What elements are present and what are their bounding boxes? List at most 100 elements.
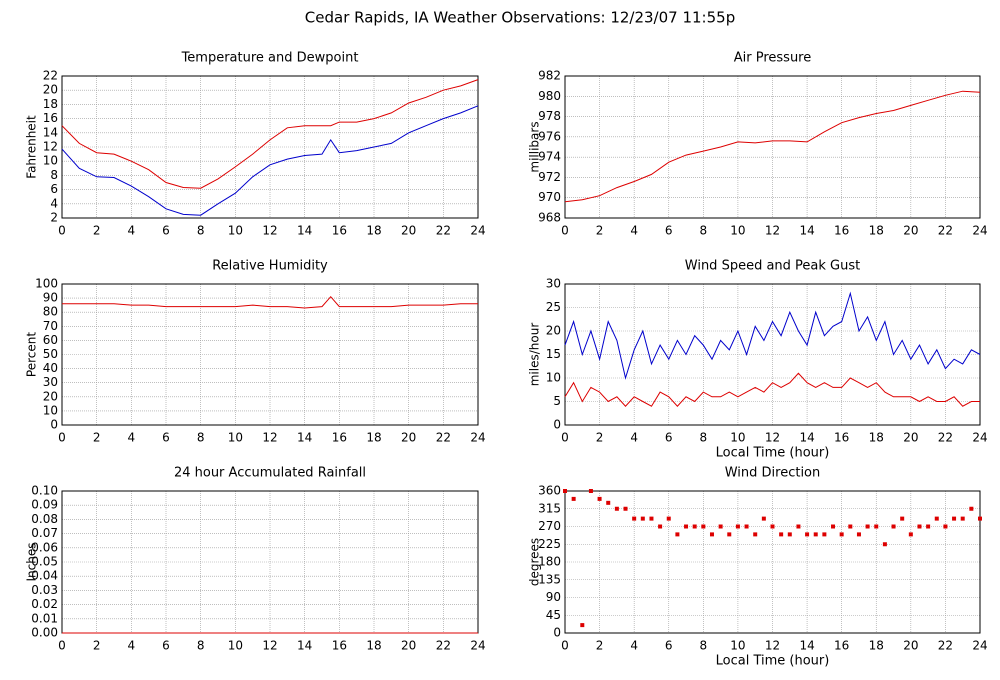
- data-point: [805, 532, 810, 537]
- y-tick-label: 0.04: [31, 569, 58, 583]
- y-tick-label: 22: [43, 69, 58, 83]
- x-tick-label: 16: [834, 224, 849, 238]
- y-axis-label: miles/hour: [528, 323, 542, 387]
- x-tick-label: 20: [401, 224, 416, 238]
- data-line: [564, 372, 980, 407]
- data-point: [753, 532, 758, 537]
- y-tick-label: 180: [538, 555, 561, 569]
- chart-title: Temperature and Dewpoint: [181, 51, 359, 66]
- data-point: [900, 516, 905, 521]
- y-tick-label: 0.05: [31, 555, 58, 569]
- data-line: [61, 79, 479, 189]
- y-tick-label: 970: [538, 190, 561, 204]
- data-point: [865, 524, 870, 529]
- data-point: [796, 524, 801, 529]
- x-tick-label: 22: [938, 224, 953, 238]
- x-tick-label: 10: [730, 224, 745, 238]
- data-point: [571, 496, 576, 501]
- y-tick-label: 2: [50, 211, 58, 225]
- data-point: [692, 524, 697, 529]
- y-tick-label: 8: [50, 168, 58, 182]
- x-tick-label: 18: [366, 639, 381, 653]
- plot-frame: [61, 283, 479, 426]
- x-tick-label: 24: [470, 224, 485, 238]
- y-tick-label: 25: [546, 300, 561, 314]
- x-tick-label: 20: [903, 431, 918, 445]
- y-tick-label: 100: [35, 277, 58, 291]
- x-tick-label: 0: [561, 431, 569, 445]
- y-tick-label: 10: [546, 371, 561, 385]
- x-tick-label: 22: [436, 431, 451, 445]
- x-axis-label: Local Time (hour): [716, 446, 830, 461]
- data-point: [874, 524, 879, 529]
- y-tick-label: 0.06: [31, 540, 58, 554]
- y-tick-label: 0.02: [31, 597, 58, 611]
- data-point: [813, 532, 818, 537]
- x-tick-label: 12: [765, 224, 780, 238]
- x-tick-label: 10: [730, 431, 745, 445]
- x-tick-label: 12: [262, 639, 277, 653]
- data-point: [926, 524, 931, 529]
- y-tick-label: 5: [553, 394, 561, 408]
- x-tick-label: 6: [665, 431, 673, 445]
- plot-frame: [564, 75, 981, 219]
- data-point: [831, 524, 836, 529]
- y-tick-label: 972: [538, 170, 561, 184]
- x-tick-label: 12: [262, 224, 277, 238]
- y-tick-label: 968: [538, 211, 561, 225]
- x-axis-label: Local Time (hour): [716, 654, 830, 669]
- chart-title: 24 hour Accumulated Rainfall: [174, 466, 366, 481]
- data-point: [640, 516, 645, 521]
- data-point: [917, 524, 922, 529]
- y-tick-label: 45: [546, 608, 561, 622]
- x-tick-label: 4: [128, 431, 136, 445]
- data-line: [62, 295, 478, 309]
- chart-title: Wind Direction: [725, 466, 821, 481]
- x-tick-label: 20: [401, 431, 416, 445]
- y-tick-label: 0: [50, 418, 58, 432]
- x-tick-label: 2: [596, 639, 604, 653]
- x-tick-label: 14: [799, 431, 814, 445]
- data-point: [614, 506, 619, 511]
- x-tick-label: 0: [58, 431, 66, 445]
- data-point: [960, 516, 965, 521]
- x-tick-label: 18: [366, 224, 381, 238]
- x-tick-label: 14: [297, 224, 312, 238]
- x-tick-label: 0: [58, 224, 66, 238]
- x-tick-label: 4: [630, 224, 638, 238]
- data-point: [632, 516, 637, 521]
- data-point: [908, 532, 913, 537]
- y-tick-label: 980: [538, 89, 561, 103]
- x-tick-label: 22: [938, 639, 953, 653]
- y-tick-label: 360: [538, 484, 561, 498]
- x-tick-label: 24: [972, 224, 987, 238]
- x-tick-label: 14: [799, 224, 814, 238]
- y-tick-label: 30: [43, 375, 58, 389]
- data-point: [882, 542, 887, 547]
- x-tick-label: 16: [834, 639, 849, 653]
- data-point: [701, 524, 706, 529]
- x-tick-label: 6: [665, 639, 673, 653]
- data-point: [563, 489, 567, 493]
- page-title: Cedar Rapids, IA Weather Observations: 1…: [305, 9, 735, 27]
- data-point: [744, 524, 749, 529]
- y-axis-label: Inches: [25, 543, 39, 582]
- data-point: [735, 524, 740, 529]
- y-tick-label: 0.09: [31, 498, 58, 512]
- x-tick-label: 2: [93, 431, 101, 445]
- data-point: [675, 532, 680, 537]
- data-point: [761, 516, 766, 521]
- data-point: [770, 524, 775, 529]
- x-tick-label: 10: [730, 639, 745, 653]
- x-tick-label: 8: [700, 224, 708, 238]
- x-tick-label: 2: [93, 639, 101, 653]
- y-tick-label: 14: [43, 125, 58, 139]
- y-tick-label: 60: [43, 333, 58, 347]
- x-tick-label: 24: [470, 639, 485, 653]
- data-point: [969, 506, 974, 511]
- y-tick-label: 10: [43, 403, 58, 417]
- data-point: [848, 524, 853, 529]
- x-tick-label: 4: [630, 431, 638, 445]
- data-point: [718, 524, 723, 529]
